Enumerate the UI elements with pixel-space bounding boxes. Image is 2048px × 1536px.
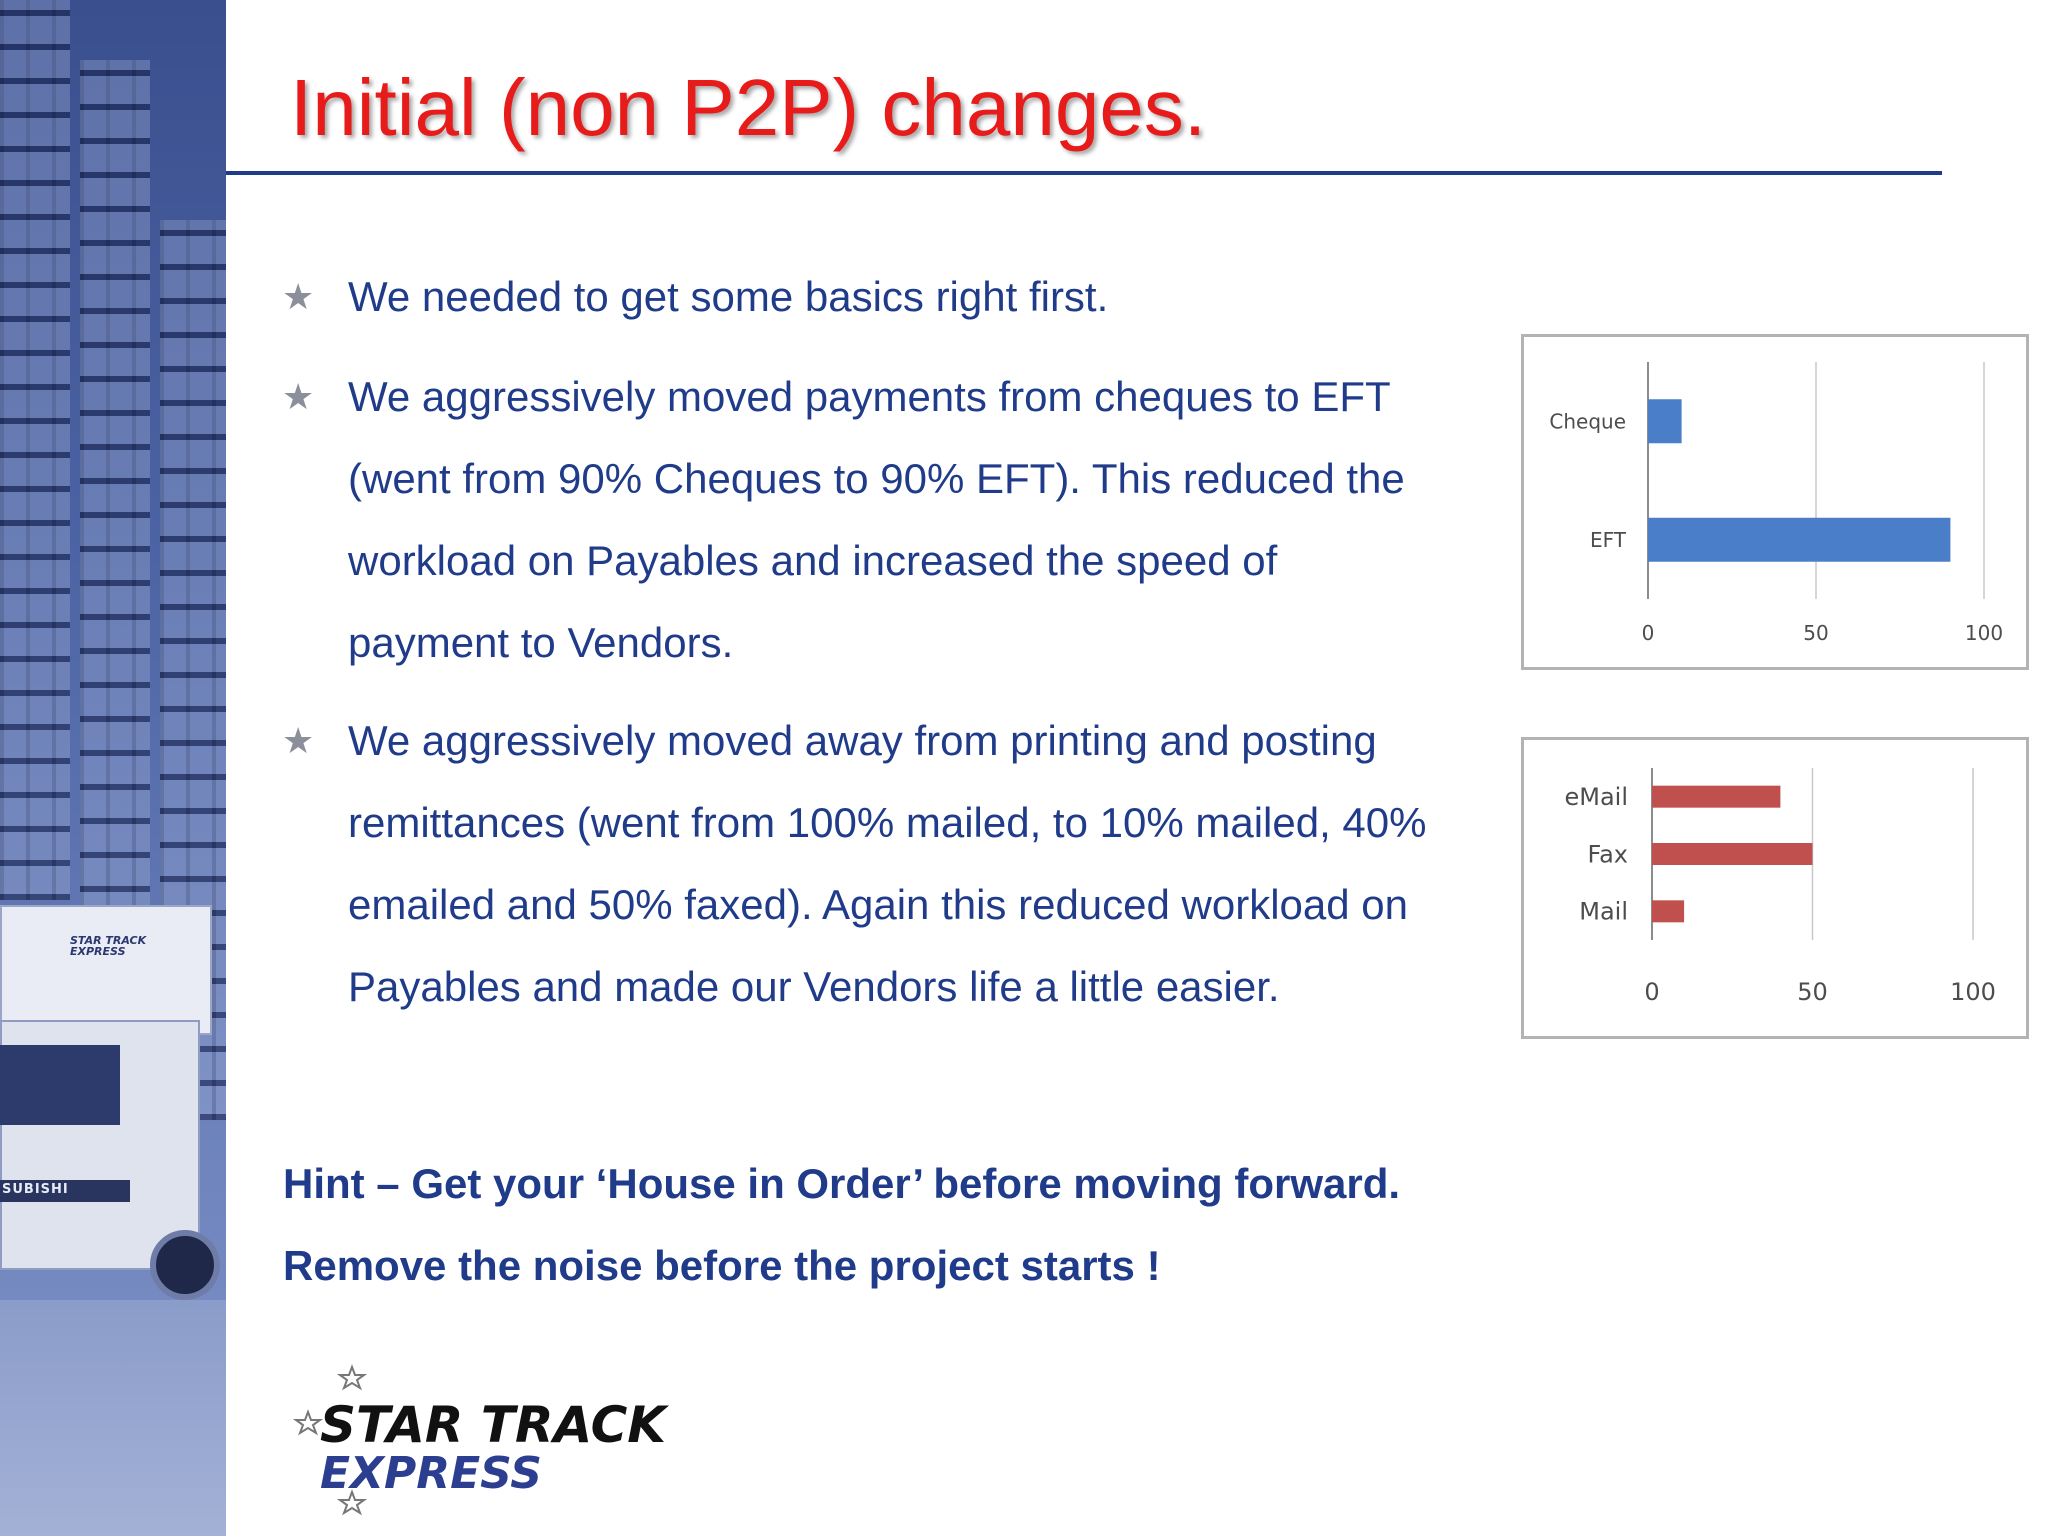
payment-method-chart: 0 50 100 Cheque EFT bbox=[1521, 334, 2029, 670]
star-icon: ★ bbox=[282, 376, 315, 417]
x-tick-label: 0 bbox=[1644, 978, 1659, 1006]
bar bbox=[1648, 399, 1682, 444]
bar bbox=[1652, 900, 1685, 923]
building-facade bbox=[80, 60, 150, 960]
bullet-text: We aggressively moved payments from cheq… bbox=[348, 356, 1405, 684]
x-tick-label: 100 bbox=[1950, 978, 1996, 1006]
bullet-text: We aggressively moved away from printing… bbox=[348, 700, 1427, 1028]
category-label: Mail bbox=[1579, 898, 1628, 926]
bullet-line: workload on Payables and increased the s… bbox=[348, 537, 1278, 584]
slide-title: Initial (non P2P) changes. bbox=[290, 63, 1207, 152]
bullet-line: We needed to get some basics right first… bbox=[348, 273, 1109, 320]
star-icon: ★ bbox=[282, 276, 315, 317]
truck-logo-text: STAR TRACK EXPRESS bbox=[70, 934, 147, 958]
truck-grille bbox=[0, 1180, 130, 1202]
road bbox=[0, 1300, 226, 1536]
remittance-method-chart-svg: 0 50 100 eMail Fax Mail bbox=[1564, 768, 1996, 1006]
truck-grille-text: SUBISHI bbox=[2, 1182, 69, 1197]
remittance-method-chart: 0 50 100 eMail Fax Mail bbox=[1521, 737, 2029, 1039]
logo-graphic: STAR TRACK EXPRESS bbox=[292, 1364, 669, 1516]
truck-window bbox=[0, 1045, 120, 1125]
category-label: EFT bbox=[1590, 528, 1627, 552]
star-icon: ★ bbox=[282, 720, 315, 761]
truck-body bbox=[0, 905, 212, 1035]
bullet-text: We needed to get some basics right first… bbox=[348, 256, 1108, 338]
category-label: Cheque bbox=[1549, 409, 1626, 433]
bar bbox=[1648, 517, 1951, 562]
truck-wheel bbox=[150, 1230, 220, 1300]
background-photo-strip: STAR TRACK EXPRESS SUBISHI bbox=[0, 0, 226, 1536]
hint-line: Remove the noise before the project star… bbox=[283, 1242, 1161, 1289]
logo-line-2: EXPRESS bbox=[320, 1448, 542, 1499]
building-facade bbox=[0, 0, 70, 900]
star-outline-icon bbox=[336, 1489, 368, 1516]
star-outline-icon bbox=[292, 1409, 324, 1436]
star-track-express-logo: STAR TRACK EXPRESS bbox=[290, 1362, 680, 1522]
x-tick-label: 100 bbox=[1965, 621, 2003, 645]
bullet-line: emailed and 50% faxed). Again this reduc… bbox=[348, 881, 1409, 928]
category-label: Fax bbox=[1587, 840, 1628, 868]
category-label: eMail bbox=[1564, 783, 1628, 811]
hint-line: Hint – Get your ‘House in Order’ before … bbox=[283, 1160, 1401, 1207]
bullet-line: We aggressively moved payments from cheq… bbox=[348, 373, 1391, 420]
bar bbox=[1652, 785, 1781, 808]
x-tick-label: 50 bbox=[1803, 621, 1828, 645]
x-tick-label: 0 bbox=[1642, 621, 1655, 645]
bullet-line: Payables and made our Vendors life a lit… bbox=[348, 963, 1280, 1010]
bullet-line: We aggressively moved away from printing… bbox=[348, 717, 1377, 764]
star-outline-icon bbox=[336, 1364, 368, 1391]
bullet-line: (went from 90% Cheques to 90% EFT). This… bbox=[348, 455, 1405, 502]
logo-line-1: STAR TRACK bbox=[320, 1396, 669, 1454]
bullet-line: payment to Vendors. bbox=[348, 619, 734, 666]
x-tick-label: 50 bbox=[1797, 978, 1828, 1006]
title-divider bbox=[226, 171, 1942, 175]
bullet-line: remittances (went from 100% mailed, to 1… bbox=[348, 799, 1427, 846]
payment-method-chart-svg: 0 50 100 Cheque EFT bbox=[1549, 362, 2003, 645]
bar bbox=[1652, 843, 1813, 865]
